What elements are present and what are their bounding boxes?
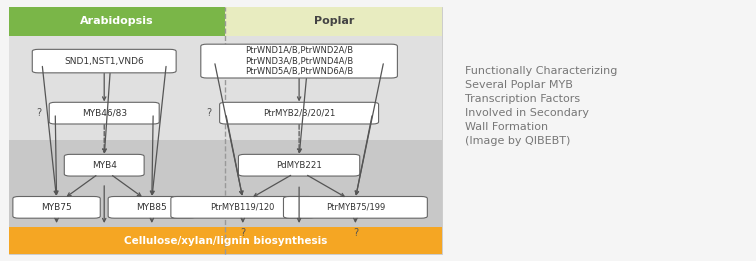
Text: PtrMYB75/199: PtrMYB75/199 <box>326 203 385 212</box>
Text: PdMYB221: PdMYB221 <box>276 161 322 170</box>
Text: MYB4: MYB4 <box>91 161 116 170</box>
Text: PtrMYB119/120: PtrMYB119/120 <box>211 203 275 212</box>
FancyBboxPatch shape <box>49 102 160 124</box>
FancyBboxPatch shape <box>201 44 398 78</box>
Text: Arabidopsis: Arabidopsis <box>80 16 154 26</box>
Text: Poplar: Poplar <box>314 16 354 26</box>
FancyBboxPatch shape <box>64 154 144 176</box>
Bar <box>9 36 442 140</box>
FancyBboxPatch shape <box>171 197 314 218</box>
Text: MYB85: MYB85 <box>137 203 167 212</box>
Bar <box>225 7 442 36</box>
FancyBboxPatch shape <box>13 197 101 218</box>
FancyBboxPatch shape <box>108 197 196 218</box>
FancyBboxPatch shape <box>220 102 379 124</box>
Text: PtrMYB2/3/20/21: PtrMYB2/3/20/21 <box>263 109 336 118</box>
FancyBboxPatch shape <box>33 49 176 73</box>
Text: MYB75: MYB75 <box>41 203 72 212</box>
FancyBboxPatch shape <box>238 154 360 176</box>
Bar <box>9 140 442 227</box>
Text: Functionally Characterizing
Several Poplar MYB
Transcription Factors
Involved in: Functionally Characterizing Several Popl… <box>465 66 617 146</box>
FancyBboxPatch shape <box>284 197 427 218</box>
Text: ?: ? <box>240 228 246 238</box>
Text: ?: ? <box>206 108 212 118</box>
Text: ?: ? <box>36 108 42 118</box>
Text: PtrWND1A/B,PtrWND2A/B
PtrWND3A/B,PtrWND4A/B
PtrWND5A/B,PtrWND6A/B: PtrWND1A/B,PtrWND2A/B PtrWND3A/B,PtrWND4… <box>245 46 353 76</box>
Bar <box>9 7 225 36</box>
Bar <box>9 227 442 254</box>
Text: MYB46/83: MYB46/83 <box>82 109 127 118</box>
Text: SND1,NST1,VND6: SND1,NST1,VND6 <box>64 57 144 66</box>
Text: Cellulose/xylan/lignin biosynthesis: Cellulose/xylan/lignin biosynthesis <box>124 236 327 246</box>
Text: ?: ? <box>353 228 358 238</box>
Bar <box>9 7 442 254</box>
